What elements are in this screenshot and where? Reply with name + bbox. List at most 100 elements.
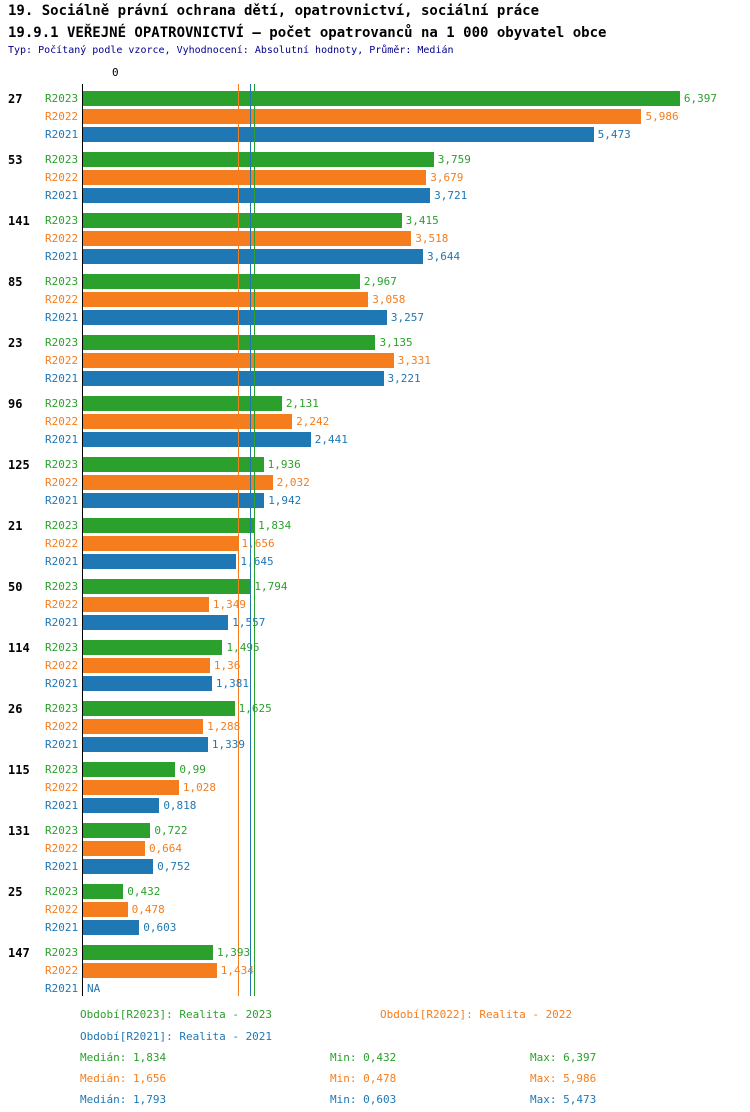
value-label: 6,397	[683, 92, 717, 105]
value-label: 2,242	[296, 415, 330, 428]
bar-row: R2022 3,679	[0, 170, 750, 185]
bar-R2023	[83, 640, 223, 655]
series-label-R2022: R2022	[45, 415, 79, 428]
bar-row: R2021 3,221	[0, 371, 750, 386]
value-label: 3,135	[379, 336, 413, 349]
series-label-R2022: R2022	[45, 781, 79, 794]
bar-row: R2021 1,381	[0, 676, 750, 691]
median-line-R2023	[254, 84, 256, 996]
series-label-R2021: R2021	[45, 189, 79, 202]
series-label-R2022: R2022	[45, 720, 79, 733]
legend-min-2023: Min: 0,432	[330, 1051, 397, 1064]
bar-row: 23 R2023 3,135	[0, 335, 750, 350]
value-label: 1,645	[240, 555, 274, 568]
bar-R2022	[83, 414, 293, 429]
bar-row: R2022 1,656	[0, 536, 750, 551]
bar-R2021	[83, 737, 208, 752]
bar-row: R2021 3,257	[0, 310, 750, 325]
group-label: 50	[8, 580, 23, 594]
value-label: 1,349	[212, 598, 246, 611]
bar-R2022	[83, 780, 179, 795]
value-label: 1,834	[258, 519, 292, 532]
value-label: NA	[87, 982, 101, 995]
bar-row: R2021 0,818	[0, 798, 750, 813]
bar-R2023	[83, 579, 251, 594]
value-label: 3,331	[397, 354, 431, 367]
bar-R2023	[83, 274, 360, 289]
series-label-R2022: R2022	[45, 598, 79, 611]
value-label: 0,752	[157, 860, 191, 873]
series-label-R2023: R2023	[45, 92, 79, 105]
group-label: 53	[8, 153, 23, 167]
series-label-R2021: R2021	[45, 494, 79, 507]
bar-row: 21 R2023 1,834	[0, 518, 750, 533]
series-label-R2021: R2021	[45, 311, 79, 324]
legend-median-2023: Medián: 1,834	[80, 1051, 167, 1064]
series-label-R2021: R2021	[45, 738, 79, 751]
bar-row: 141 R2023 3,415	[0, 213, 750, 228]
series-label-R2021: R2021	[45, 555, 79, 568]
bar-row: 131 R2023 0,722	[0, 823, 750, 838]
value-label: 2,967	[363, 275, 397, 288]
value-label: 1,028	[182, 781, 217, 794]
bar-row: 27 R2023 6,397	[0, 91, 750, 106]
series-label-R2023: R2023	[45, 397, 79, 410]
median-line-R2022	[237, 84, 239, 996]
bar-row: R2021 0,752	[0, 859, 750, 874]
bar-row: 114 R2023 1,495	[0, 640, 750, 655]
chart-subtitle: 19.9.1 VEŘEJNÉ OPATROVNICTVÍ – počet opa…	[8, 25, 607, 41]
value-label: 3,257	[390, 311, 424, 324]
value-label: 0,603	[143, 921, 177, 934]
group-label: 125	[8, 458, 30, 472]
legend-median-2021: Medián: 1,793	[80, 1093, 167, 1106]
group-label: 25	[8, 885, 23, 899]
series-label-R2022: R2022	[45, 171, 79, 184]
group-label: 21	[8, 519, 23, 533]
series-label-R2023: R2023	[45, 763, 79, 776]
group-label: 114	[8, 641, 30, 655]
bar-R2021	[83, 798, 160, 813]
y-axis-line	[82, 84, 83, 996]
value-label: 3,644	[426, 250, 461, 263]
bar-R2022	[83, 536, 238, 551]
legend-max-2022: Max: 5,986	[530, 1072, 597, 1085]
bar-row: R2022 1,288	[0, 719, 750, 734]
bar-R2022	[83, 719, 204, 734]
value-label: 3,759	[437, 153, 471, 166]
bar-R2021	[83, 554, 237, 569]
value-label: 1,288	[207, 720, 241, 733]
bar-R2022	[83, 109, 642, 124]
value-label: 0,818	[163, 799, 197, 812]
value-label: 0,432	[127, 885, 161, 898]
value-label: 3,058	[372, 293, 406, 306]
bar-R2022	[83, 841, 145, 856]
bar-R2023	[83, 457, 264, 472]
series-label-R2021: R2021	[45, 677, 79, 690]
value-label: 1,393	[216, 946, 251, 959]
value-label: 1,625	[238, 702, 272, 715]
group-label: 26	[8, 702, 23, 716]
series-label-R2021: R2021	[45, 799, 79, 812]
series-label-R2021: R2021	[45, 372, 79, 385]
bar-R2023	[83, 396, 282, 411]
series-label-R2022: R2022	[45, 659, 79, 672]
value-label: 1,936	[267, 458, 301, 471]
bar-row: R2022 3,331	[0, 353, 750, 368]
series-label-R2021: R2021	[45, 616, 79, 629]
series-label-R2023: R2023	[45, 214, 79, 227]
bar-row: R2022 2,032	[0, 475, 750, 490]
bar-R2023	[83, 945, 213, 960]
bar-row: 26 R2023 1,625	[0, 701, 750, 716]
value-label: 1,942	[268, 494, 302, 507]
bar-R2021	[83, 615, 229, 630]
value-label: 3,518	[415, 232, 449, 245]
series-label-R2023: R2023	[45, 458, 79, 471]
bar-row: R2021 0,603	[0, 920, 750, 935]
series-label-R2023: R2023	[45, 885, 79, 898]
bar-row: 53 R2023 3,759	[0, 152, 750, 167]
bar-R2022	[83, 902, 128, 917]
bar-row: R2022 0,664	[0, 841, 750, 856]
bar-R2021	[83, 676, 212, 691]
legend-min-2022: Min: 0,478	[330, 1072, 397, 1085]
group-label: 23	[8, 336, 23, 350]
